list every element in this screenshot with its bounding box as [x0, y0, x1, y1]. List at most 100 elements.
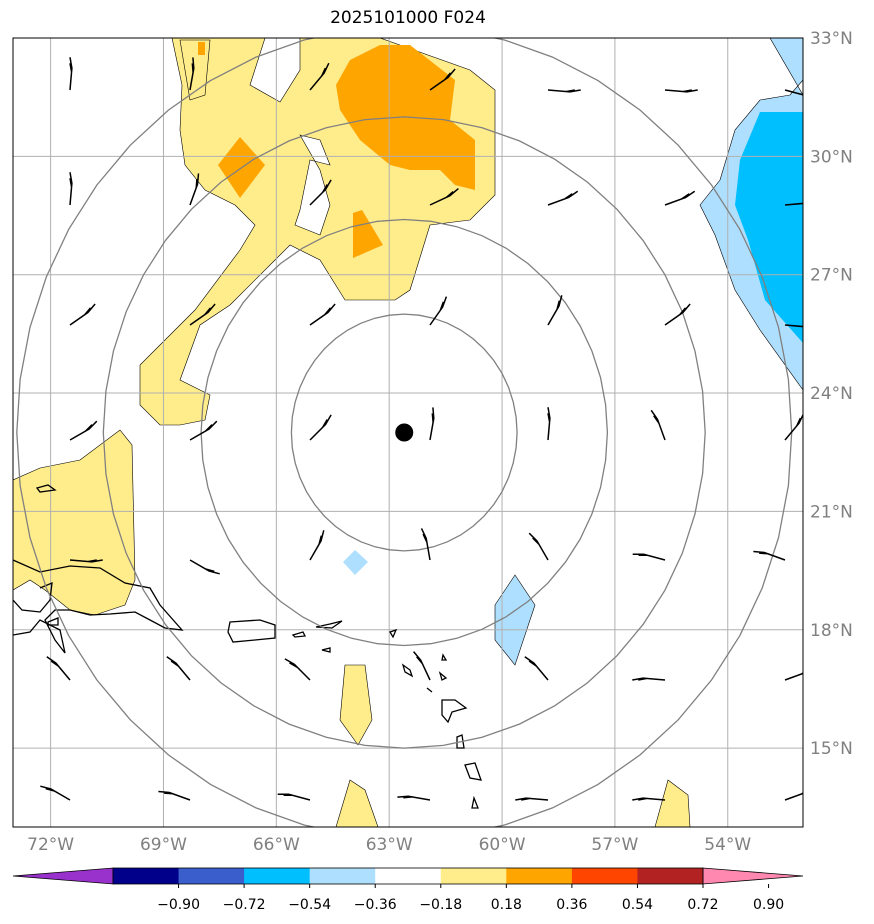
latitude-tick-label: 33°N	[810, 29, 853, 49]
map-title: 2025101000 F024	[330, 8, 486, 28]
range-ring	[290, 313, 518, 552]
colorbar-tick-label: 0.54	[622, 897, 653, 913]
range-ring	[200, 218, 609, 647]
wind-barb-icon	[632, 677, 666, 681]
latitude-tick-label: 18°N	[810, 621, 853, 641]
wind-barb-icon	[784, 413, 803, 441]
latitude-tick-label: 30°N	[810, 147, 853, 167]
longitude-tick-label: 60°W	[479, 835, 526, 855]
longitude-tick-label: 57°W	[591, 835, 638, 855]
wind-barb-icon	[69, 559, 103, 563]
wind-barb-icon	[189, 559, 220, 575]
wind-barb-icon	[397, 795, 431, 801]
colorbar-swatch	[178, 868, 245, 884]
wind-barb-icon	[189, 303, 216, 326]
colorbar-swatch	[571, 868, 638, 884]
wind-barb-icon	[753, 550, 786, 561]
wind-barb-icon	[784, 324, 803, 328]
latitude-tick-label: 24°N	[810, 384, 853, 404]
wind-barb-icon	[632, 797, 666, 801]
wind-barb-icon	[547, 190, 579, 206]
colorbar-extend-high	[702, 867, 804, 885]
wind-barb-icon	[420, 528, 431, 561]
wind-barb-icon	[309, 62, 330, 91]
wind-barb-icon	[664, 89, 698, 93]
shading-negative	[343, 38, 803, 666]
wind-barb-icon	[664, 190, 696, 206]
colorbar-tick-label: 0.90	[753, 897, 784, 913]
colorbar-swatch	[244, 868, 311, 884]
wind-barb-icon	[284, 658, 311, 681]
wind-barb-icon	[166, 656, 191, 681]
range-ring	[102, 116, 706, 749]
storm-center-marker	[395, 423, 414, 442]
wind-barb-icon	[40, 785, 71, 801]
wind-barb-icon	[277, 793, 311, 801]
colorbar-swatch	[506, 868, 573, 884]
wind-barb-icon	[429, 407, 435, 441]
coastlines	[13, 484, 482, 809]
wind-barb-icon	[547, 407, 551, 441]
latitude-labels: 15°N 18°N 21°N 24°N 27°N 30°N 33°N	[810, 29, 853, 759]
colorbar-swatch	[309, 868, 376, 884]
wind-barb-icon	[69, 420, 98, 441]
colorbar-tick-label: −0.18	[419, 897, 462, 913]
wind-barb-icon	[547, 89, 581, 93]
colorbar-tick-label: −0.54	[288, 897, 331, 913]
colorbar-tick-label: 0.72	[687, 897, 718, 913]
colorbar-tick-label: −0.72	[223, 897, 266, 913]
longitude-tick-label: 54°W	[704, 835, 751, 855]
colorbar-swatch	[113, 868, 180, 884]
longitude-tick-label: 72°W	[27, 835, 74, 855]
wind-barb-icon	[784, 89, 803, 96]
wind-barb-icon	[784, 672, 803, 681]
wind-barb-icon	[429, 188, 459, 206]
wind-barb-icon	[309, 414, 332, 441]
range-ring	[16, 38, 793, 827]
longitude-labels: 72°W 69°W 66°W 63°W 60°W 57°W 54°W	[27, 835, 751, 855]
wind-barb-icon	[784, 202, 803, 206]
wind-barb-icon	[189, 173, 200, 206]
colorbar-tick-label: 0.36	[556, 897, 587, 913]
wind-barb-icon	[784, 792, 803, 801]
colorbar-tick-label: −0.36	[354, 897, 397, 913]
range-rings	[16, 38, 793, 827]
wind-barb-icon	[515, 797, 549, 801]
colorbar-tick-label: −0.90	[157, 897, 200, 913]
wind-barb-icon	[69, 303, 96, 326]
longitude-tick-label: 66°W	[253, 835, 300, 855]
colorbar: −0.90 −0.72 −0.54 −0.36 −0.18 0.18 0.36 0.54 0.7…	[12, 867, 804, 913]
wind-barb-icon	[632, 553, 666, 561]
latitude-tick-label: 15°N	[810, 739, 853, 759]
colorbar-tick-label: 0.18	[491, 897, 522, 913]
graticule	[13, 38, 803, 827]
wind-barbs	[40, 57, 803, 801]
wind-barb-icon	[309, 530, 325, 561]
wind-barb-icon	[528, 532, 549, 561]
latitude-tick-label: 27°N	[810, 266, 853, 286]
wind-barb-icon	[413, 651, 431, 681]
map-panel[interactable]	[13, 26, 818, 839]
longitude-tick-label: 63°W	[366, 835, 413, 855]
wind-barb-icon	[429, 68, 456, 91]
wind-barb-icon	[69, 172, 73, 206]
wind-barb-icon	[524, 656, 549, 681]
wind-barb-icon	[429, 296, 448, 326]
latitude-tick-label: 21°N	[810, 502, 853, 522]
colorbar-swatch	[440, 868, 507, 884]
wind-barb-icon	[46, 656, 71, 681]
wind-barb-icon	[547, 295, 563, 326]
colorbar-swatch	[375, 868, 442, 884]
wind-barb-icon	[664, 303, 691, 326]
wind-barb-icon	[309, 179, 332, 206]
wind-barb-icon	[189, 57, 195, 91]
wind-barb-icon	[189, 420, 218, 441]
wind-barb-icon	[158, 790, 191, 801]
colorbar-extend-low	[12, 867, 114, 885]
colorbar-swatch	[637, 868, 704, 884]
map-frame	[12, 37, 804, 828]
wind-barb-icon	[69, 57, 73, 91]
wind-barb-icon	[650, 409, 666, 441]
longitude-tick-label: 69°W	[140, 835, 187, 855]
